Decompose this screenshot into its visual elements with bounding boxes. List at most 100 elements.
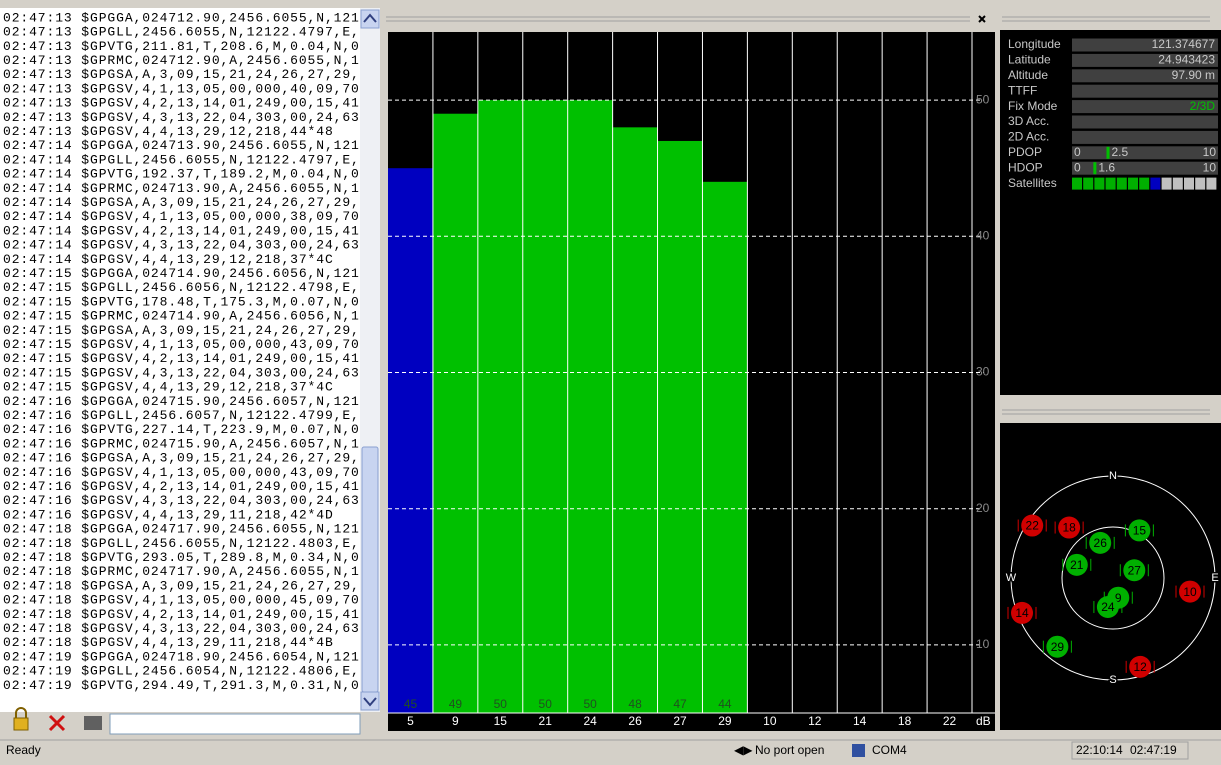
log-line: 02:47:14 $GPGLL,2456.6055,N,12122.4797,E…	[3, 152, 360, 167]
log-line: 02:47:16 $GPVTG,227.14,T,223.9,M,0.07,N,…	[3, 422, 360, 437]
scroll-thumb[interactable]	[361, 446, 379, 693]
satellite-box	[1116, 177, 1127, 190]
satellite-label: 21	[539, 714, 553, 728]
log-line: 02:47:16 $GPGSV,4,4,13,29,11,218,42*4D	[3, 507, 334, 522]
dop-max: 10	[1203, 160, 1217, 174]
satellite-label: 15	[494, 714, 508, 728]
info-value-box	[1072, 115, 1218, 129]
panel-grip	[1002, 409, 1210, 415]
clear-icon[interactable]	[48, 714, 66, 732]
info-value-box	[1072, 38, 1218, 52]
info-value: 24.943423	[1158, 53, 1215, 67]
settings-icon[interactable]	[84, 716, 102, 730]
y-tick-label: 40	[976, 228, 990, 242]
info-label: 3D Acc.	[1008, 114, 1049, 128]
port-status: No port open	[755, 743, 824, 757]
info-value: 2/3D	[1190, 99, 1216, 113]
satellite	[1021, 514, 1044, 537]
satellite-box	[1094, 177, 1105, 190]
satellite-id: 26	[1094, 536, 1108, 550]
dop-min: 0	[1074, 160, 1081, 174]
satellite	[1179, 580, 1202, 603]
info-label: TTFF	[1008, 83, 1037, 97]
info-value-box	[1072, 100, 1218, 114]
info-value-box	[1072, 146, 1218, 160]
satellite	[1089, 531, 1112, 554]
satellite-id: 18	[1062, 521, 1076, 535]
lock-icon[interactable]	[13, 717, 29, 731]
log-line: 02:47:18 $GPRMC,024717.90,A,2456.6055,N,…	[3, 564, 360, 579]
satellite-box	[1150, 177, 1161, 190]
dop-value: 2.5	[1112, 145, 1129, 159]
log-line: 02:47:15 $GPGSV,4,1,13,05,00,000,43,09,7…	[3, 337, 360, 352]
satellite	[1065, 553, 1088, 576]
scroll-up[interactable]	[360, 9, 380, 29]
log-line: 02:47:14 $GPGSV,4,4,13,29,12,218,37*4C	[3, 252, 334, 267]
log-line: 02:47:13 $GPGLL,2456.6055,N,12122.4797,E…	[3, 25, 360, 40]
compass-label: W	[1006, 572, 1017, 584]
dop-min: 0	[1074, 145, 1081, 159]
satellite-box	[1128, 177, 1138, 190]
info-label: PDOP	[1008, 145, 1042, 159]
info-label: Satellites	[1008, 176, 1057, 190]
satellite-label: 29	[718, 714, 732, 728]
info-label: 2D Acc.	[1008, 130, 1049, 144]
status-text: Ready	[6, 743, 41, 757]
sky-horizon	[1010, 475, 1216, 681]
satellite	[1123, 559, 1146, 582]
scroll-down-arrow	[363, 697, 377, 707]
info-value-box	[1072, 84, 1218, 98]
y-tick-label: 30	[976, 365, 990, 379]
log-line: 02:47:13 $GPVTG,211.81,T,208.6,M,0.04,N,…	[3, 39, 360, 54]
snr-value-label: 50	[539, 697, 553, 711]
satellite-id: 27	[1128, 563, 1142, 577]
log-line: 02:47:15 $GPGSV,4,4,13,29,12,218,37*4C	[3, 380, 334, 395]
log-line: 02:47:18 $GPGSV,4,4,13,29,11,218,44*4B	[3, 635, 334, 650]
log-line: 02:47:14 $GPGSV,4,3,13,22,04,303,00,24,6…	[3, 238, 360, 253]
scroll-up-arrow	[363, 13, 377, 23]
snr-value-label: 50	[583, 697, 597, 711]
dop-value: 1.6	[1098, 160, 1115, 174]
log-line: 02:47:16 $GPGSA,A,3,09,15,21,24,26,27,29…	[3, 451, 360, 466]
log-line: 02:47:15 $GPGSA,A,3,09,15,21,24,26,27,29…	[3, 323, 360, 338]
port-icon: ◀▶	[734, 743, 753, 757]
satellite-id: 12	[1133, 660, 1147, 674]
satellite-label: 12	[808, 714, 822, 728]
log-line: 02:47:13 $GPRMC,024712.90,A,2456.6055,N,…	[3, 53, 360, 68]
satellite-label: 9	[452, 714, 459, 728]
log-line: 02:47:13 $GPGGA,024712.90,2456.6055,N,12…	[3, 10, 360, 25]
snr-value-label: 49	[449, 697, 463, 711]
log-line: 02:47:13 $GPGSV,4,2,13,14,01,249,00,15,4…	[3, 96, 360, 111]
satellite-id: 21	[1070, 558, 1084, 572]
scroll-down[interactable]	[360, 691, 380, 711]
log-line: 02:47:14 $GPGSV,4,2,13,14,01,249,00,15,4…	[3, 223, 360, 238]
com-port: COM4	[872, 743, 907, 757]
panel-grip	[1002, 16, 1210, 22]
dop-marker	[1093, 162, 1097, 175]
snr-bar	[702, 181, 748, 713]
log-line: 02:47:15 $GPGSV,4,3,13,22,04,303,00,24,6…	[3, 365, 360, 380]
satellite-label: 10	[763, 714, 777, 728]
satellite-id: 24	[1101, 600, 1115, 614]
snr-value-label: 44	[718, 697, 732, 711]
satellite-label: 18	[898, 714, 912, 728]
snr-bar	[477, 100, 523, 714]
log-line: 02:47:16 $GPGSV,4,1,13,05,00,000,43,09,7…	[3, 465, 360, 480]
log-line: 02:47:16 $GPGSV,4,3,13,22,04,303,00,24,6…	[3, 493, 360, 508]
info-label: Latitude	[1008, 53, 1051, 67]
compass-label: S	[1109, 674, 1116, 686]
info-label: HDOP	[1008, 160, 1043, 174]
satellite-label: 22	[943, 714, 957, 728]
info-value: 121.374677	[1152, 37, 1216, 51]
log-pane	[0, 8, 360, 712]
satellite-box	[1083, 177, 1094, 190]
log-line: 02:47:18 $GPGSV,4,2,13,14,01,249,00,15,4…	[3, 607, 360, 622]
satellite	[1011, 601, 1034, 624]
close-button[interactable]	[978, 15, 986, 23]
satellite-id: 22	[1026, 519, 1040, 533]
command-input[interactable]	[109, 713, 361, 735]
satellite-box	[1172, 177, 1183, 190]
log-line: 02:47:14 $GPGSA,A,3,09,15,21,24,26,27,29…	[3, 195, 360, 210]
info-value: 97.90 m	[1172, 68, 1215, 82]
